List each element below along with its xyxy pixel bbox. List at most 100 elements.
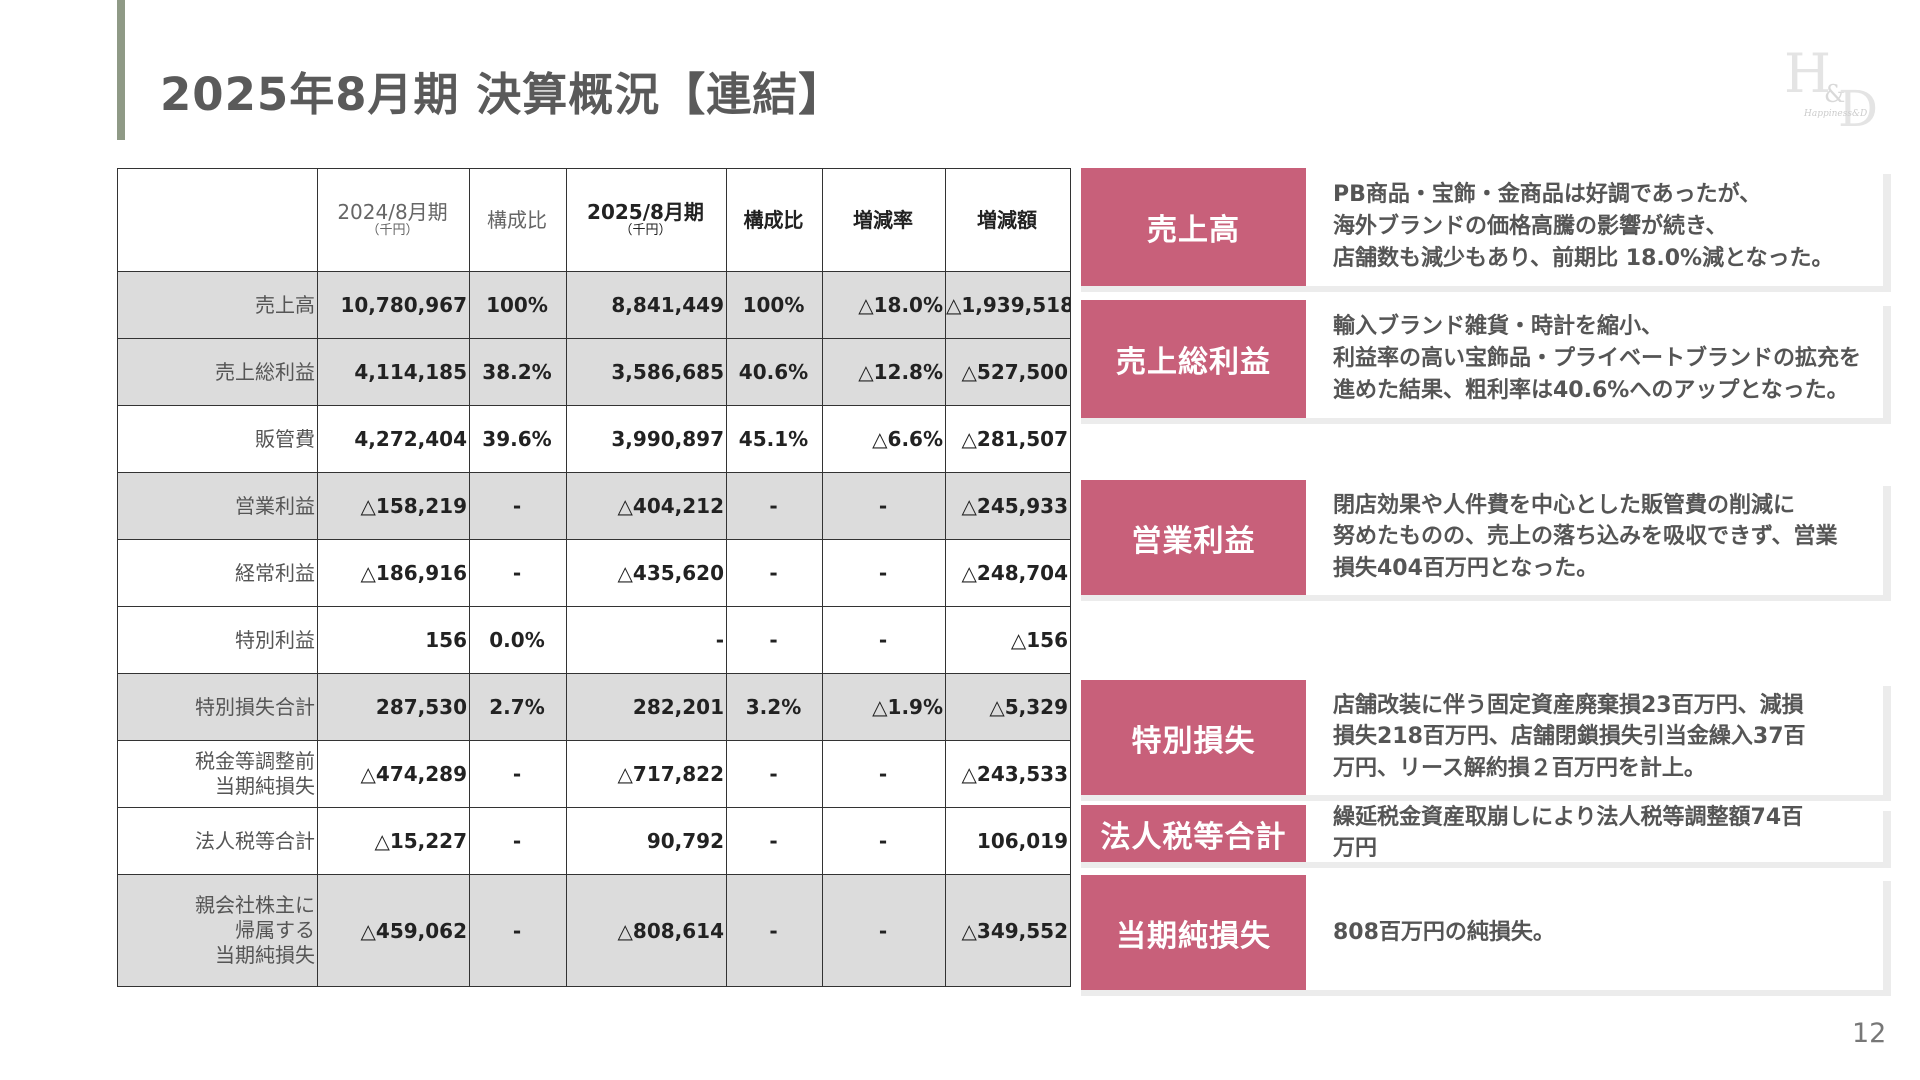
change-amount: △243,533 — [945, 740, 1071, 808]
commentary-item-income-tax: 法人税等合計 繰延税金資産取崩しにより法人税等調整額74百 万円 — [1081, 805, 1891, 868]
prev-ratio: 2.7% — [469, 673, 567, 741]
svg-text:&: & — [1824, 80, 1845, 108]
prev-ratio: - — [469, 740, 567, 808]
table-row: 営業利益 △158,219- △404,212- - △245,933 — [117, 472, 1071, 540]
header-prev-period: 2024/8月期 （千円） — [317, 168, 470, 272]
curr-ratio: - — [726, 539, 823, 607]
page-title: 2025年8月期 決算概況【連結】 — [160, 68, 845, 121]
commentary-item-sales: 売上高 PB商品・宝飾・金商品は好調であったが、 海外ブランドの価格高騰の影響が続… — [1081, 168, 1891, 292]
row-label: 販管費 — [117, 405, 318, 473]
prev-value: 4,272,404 — [317, 405, 470, 473]
header-curr-ratio: 構成比 — [726, 168, 823, 272]
row-label: 特別利益 — [117, 606, 318, 674]
change-amount: △156 — [945, 606, 1071, 674]
change-rate: - — [822, 472, 946, 540]
curr-value: 3,990,897 — [566, 405, 727, 473]
change-amount: △281,507 — [945, 405, 1071, 473]
table-row: 特別利益 156 0.0% - - - △156 — [117, 606, 1071, 674]
financial-summary-table: 2024/8月期 （千円） 構成比 2025/8月期 （千円） 構成比 増減率 増減… — [117, 168, 1071, 987]
change-rate: △18.0% — [822, 271, 946, 339]
curr-value: △717,822 — [566, 740, 727, 808]
table-header-row: 2024/8月期 （千円） 構成比 2025/8月期 （千円） 構成比 増減率 増減… — [117, 168, 1071, 272]
change-amount: 106,019 — [945, 807, 1071, 875]
prev-value: 4,114,185 — [317, 338, 470, 406]
header-prev-ratio: 構成比 — [469, 168, 567, 272]
change-amount: △527,500 — [945, 338, 1071, 406]
prev-value: △15,227 — [317, 807, 470, 875]
curr-ratio: - — [726, 472, 823, 540]
curr-value: - — [566, 606, 727, 674]
change-amount: △245,933 — [945, 472, 1071, 540]
header-change-rate: 増減率 — [822, 168, 946, 272]
header-change-amount: 増減額 — [945, 168, 1071, 272]
commentary-label: 売上高 — [1081, 168, 1306, 286]
prev-ratio: 0.0% — [469, 606, 567, 674]
curr-value: 90,792 — [566, 807, 727, 875]
change-amount: △349,552 — [945, 874, 1071, 987]
commentary-label: 特別損失 — [1081, 680, 1306, 795]
table-row: 経常利益 △186,916- △435,620- - △248,704 — [117, 539, 1071, 607]
svg-text:H: H — [1784, 42, 1831, 105]
row-label: 法人税等合計 — [117, 807, 318, 875]
row-label: 税金等調整前 当期純損失 — [117, 740, 318, 808]
curr-value: △435,620 — [566, 539, 727, 607]
prev-value: 10,780,967 — [317, 271, 470, 339]
curr-value: △808,614 — [566, 874, 727, 987]
prev-value: △474,289 — [317, 740, 470, 808]
header-empty-cell — [117, 168, 318, 272]
prev-value: △186,916 — [317, 539, 470, 607]
commentary-item-extraordinary-loss: 特別損失 店舗改装に伴う固定資産廃棄損23百万円、減損 損失218百万円、店舗閉鎖… — [1081, 680, 1891, 801]
page-number: 12 — [1852, 1018, 1887, 1049]
commentary-text: 808百万円の純損失。 — [1333, 919, 1555, 945]
change-rate: △12.8% — [822, 338, 946, 406]
curr-ratio: 45.1% — [726, 405, 823, 473]
prev-value: 156 — [317, 606, 470, 674]
commentary-text: 閉店効果や人件費を中心とした販管費の削減に 努めたものの、売上の落ち込みを吸収で… — [1333, 492, 1838, 582]
prev-ratio: 38.2% — [469, 338, 567, 406]
header-curr-period: 2025/8月期 （千円） — [566, 168, 727, 272]
change-rate: - — [822, 807, 946, 875]
table-row: 法人税等合計 △15,227-90,792- -106,019 — [117, 807, 1071, 875]
commentary-item-gross-profit: 売上総利益 輸入ブランド雑貨・時計を縮小、 利益率の高い宝飾品・プライベートブラン… — [1081, 300, 1891, 424]
change-rate: - — [822, 539, 946, 607]
company-logo: H & D Happiness&D — [1784, 42, 1878, 130]
commentary-label: 売上総利益 — [1081, 300, 1306, 418]
change-rate: - — [822, 874, 946, 987]
commentary-label: 法人税等合計 — [1081, 805, 1306, 862]
change-amount: △248,704 — [945, 539, 1071, 607]
table-row: 親会社株主に 帰属する 当期純損失 △459,062- △808,614- - △349… — [117, 874, 1071, 987]
table-row: 販管費 4,272,404 39.6% 3,990,897 45.1% △6.6% △281… — [117, 405, 1071, 473]
prev-value: 287,530 — [317, 673, 470, 741]
curr-ratio: - — [726, 807, 823, 875]
curr-ratio: - — [726, 874, 823, 987]
table-row: 売上高 10,780,967 100% 8,841,449 100% △18.0% △1,9… — [117, 271, 1071, 339]
prev-ratio: - — [469, 807, 567, 875]
prev-ratio: 100% — [469, 271, 567, 339]
curr-ratio: 40.6% — [726, 338, 823, 406]
curr-value: 8,841,449 — [566, 271, 727, 339]
curr-ratio: 3.2% — [726, 673, 823, 741]
prev-ratio: - — [469, 472, 567, 540]
change-amount: △5,329 — [945, 673, 1071, 741]
commentary-text: 輸入ブランド雑貨・時計を縮小、 利益率の高い宝飾品・プライベートブランドの拡充を… — [1333, 314, 1862, 403]
row-label: 親会社株主に 帰属する 当期純損失 — [117, 874, 318, 987]
row-label: 経常利益 — [117, 539, 318, 607]
svg-text:D: D — [1838, 80, 1878, 130]
prev-ratio: - — [469, 539, 567, 607]
svg-text:Happiness&D: Happiness&D — [1803, 109, 1867, 119]
change-amount: △1,939,518 — [945, 271, 1071, 339]
commentary-item-net-loss: 当期純損失 808百万円の純損失。 — [1081, 875, 1891, 996]
curr-value: 282,201 — [566, 673, 727, 741]
table-row: 特別損失合計 287,530 2.7% 282,201 3.2% △1.9% △5,329 — [117, 673, 1071, 741]
change-rate: △1.9% — [822, 673, 946, 741]
curr-value: △404,212 — [566, 472, 727, 540]
row-label: 売上総利益 — [117, 338, 318, 406]
prev-value: △459,062 — [317, 874, 470, 987]
change-rate: - — [822, 740, 946, 808]
row-label: 営業利益 — [117, 472, 318, 540]
commentary-item-operating-profit: 営業利益 閉店効果や人件費を中心とした販管費の削減に 努めたものの、売上の落ち込み… — [1081, 480, 1891, 601]
row-label: 売上高 — [117, 271, 318, 339]
change-rate: - — [822, 606, 946, 674]
curr-ratio: - — [726, 606, 823, 674]
curr-value: 3,586,685 — [566, 338, 727, 406]
